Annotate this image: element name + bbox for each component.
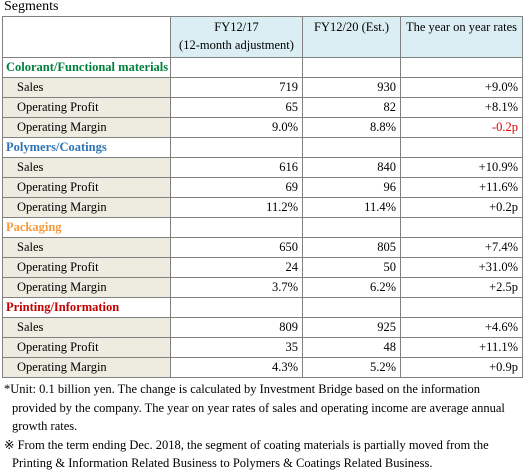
notes: *Unit: 0.1 billion yen. The change is ca… (4, 380, 520, 473)
value-cell: 3.7% (170, 277, 303, 298)
value-cell: 82 (302, 97, 401, 118)
value-cell: 69 (170, 177, 303, 198)
data-row: Operating Profit 24 50 +31.0% (2, 257, 523, 278)
note: *Unit: 0.1 billion yen. The change is ca… (4, 382, 505, 433)
value-cell: 96 (302, 177, 401, 198)
section-name: Polymers/Coatings (2, 137, 171, 158)
title: Segments (4, 0, 59, 14)
value-cell: 35 (170, 337, 303, 358)
value-cell: +2.5p (400, 277, 523, 298)
header-text: The year on year rates (405, 20, 518, 34)
value-cell: 50 (302, 257, 401, 278)
value-cell: 9.0% (170, 117, 303, 138)
data-row: Sales 809 925 +4.6% (2, 317, 523, 338)
value-cell: +31.0% (400, 257, 523, 278)
value-cell: 925 (302, 317, 401, 338)
value-cell: +9.0% (400, 77, 523, 98)
value-cell: 24 (170, 257, 303, 278)
header-row: FY12/17 (12-month adjustment) FY12/20 (Est… (2, 16, 523, 58)
row-label: Operating Profit (2, 97, 171, 118)
header-cell: FY12/20 (Est.) (302, 16, 401, 58)
empty-cell (302, 57, 401, 78)
section-name: Colorant/Functional materials (2, 57, 171, 78)
empty-cell (400, 137, 523, 158)
value-cell: 11.2% (170, 197, 303, 218)
row-label: Operating Profit (2, 177, 171, 198)
section-row: Polymers/Coatings (2, 137, 523, 158)
section-name: Packaging (2, 217, 171, 238)
value-cell: -0.2p (400, 117, 523, 138)
data-row: Operating Margin 9.0% 8.8% -0.2p (2, 117, 523, 138)
empty-cell (400, 57, 523, 78)
value-cell: 5.2% (302, 357, 401, 378)
value-cell: +7.4% (400, 237, 523, 258)
value-cell: 719 (170, 77, 303, 98)
segments-table: FY12/17 (12-month adjustment) FY12/20 (Est… (2, 16, 523, 378)
row-label: Operating Margin (2, 357, 171, 378)
header-text: FY12/17 (214, 20, 259, 34)
row-label: Sales (2, 157, 171, 178)
row-label: Operating Margin (2, 277, 171, 298)
value-cell: 840 (302, 157, 401, 178)
header-cell: FY12/17 (12-month adjustment) (170, 16, 303, 58)
empty-cell (400, 297, 523, 318)
value-cell: +4.6% (400, 317, 523, 338)
header-text: FY12/20 (Est.) (314, 20, 389, 34)
data-row: Sales 616 840 +10.9% (2, 157, 523, 178)
empty-cell (170, 217, 303, 238)
value-cell: 616 (170, 157, 303, 178)
value-cell: +8.1% (400, 97, 523, 118)
data-row: Operating Margin 4.3% 5.2% +0.9p (2, 357, 523, 378)
data-row: Operating Profit 69 96 +11.6% (2, 177, 523, 198)
section-row: Printing/Information (2, 297, 523, 318)
row-label: Operating Margin (2, 117, 171, 138)
empty-cell (302, 137, 401, 158)
row-label: Sales (2, 317, 171, 338)
data-row: Operating Margin 11.2% 11.4% +0.2p (2, 197, 523, 218)
value-cell: 6.2% (302, 277, 401, 298)
data-row: Sales 719 930 +9.0% (2, 77, 523, 98)
row-label: Sales (2, 77, 171, 98)
value-cell: +0.9p (400, 357, 523, 378)
value-cell: 4.3% (170, 357, 303, 378)
section-row: Colorant/Functional materials (2, 57, 523, 78)
row-label: Operating Margin (2, 197, 171, 218)
value-cell: 8.8% (302, 117, 401, 138)
value-cell: 809 (170, 317, 303, 338)
data-row: Sales 650 805 +7.4% (2, 237, 523, 258)
header-cell (2, 16, 171, 58)
empty-cell (400, 217, 523, 238)
value-cell: 650 (170, 237, 303, 258)
value-cell: 930 (302, 77, 401, 98)
data-row: Operating Margin 3.7% 6.2% +2.5p (2, 277, 523, 298)
data-row: Operating Profit 65 82 +8.1% (2, 97, 523, 118)
row-label: Operating Profit (2, 257, 171, 278)
data-row: Operating Profit 35 48 +11.1% (2, 337, 523, 358)
value-cell: 805 (302, 237, 401, 258)
empty-cell (170, 297, 303, 318)
header-cell: The year on year rates (400, 16, 523, 58)
section-name: Printing/Information (2, 297, 171, 318)
value-cell: +11.6% (400, 177, 523, 198)
value-cell: +10.9% (400, 157, 523, 178)
value-cell: +11.1% (400, 337, 523, 358)
empty-cell (170, 137, 303, 158)
header-text: (12-month adjustment) (179, 38, 294, 52)
empty-cell (302, 217, 401, 238)
value-cell: 65 (170, 97, 303, 118)
empty-cell (170, 57, 303, 78)
row-label: Operating Profit (2, 337, 171, 358)
value-cell: +0.2p (400, 197, 523, 218)
section-row: Packaging (2, 217, 523, 238)
note: ※ From the term ending Dec. 2018, the se… (4, 437, 489, 471)
value-cell: 48 (302, 337, 401, 358)
row-label: Sales (2, 237, 171, 258)
value-cell: 11.4% (302, 197, 401, 218)
empty-cell (302, 297, 401, 318)
